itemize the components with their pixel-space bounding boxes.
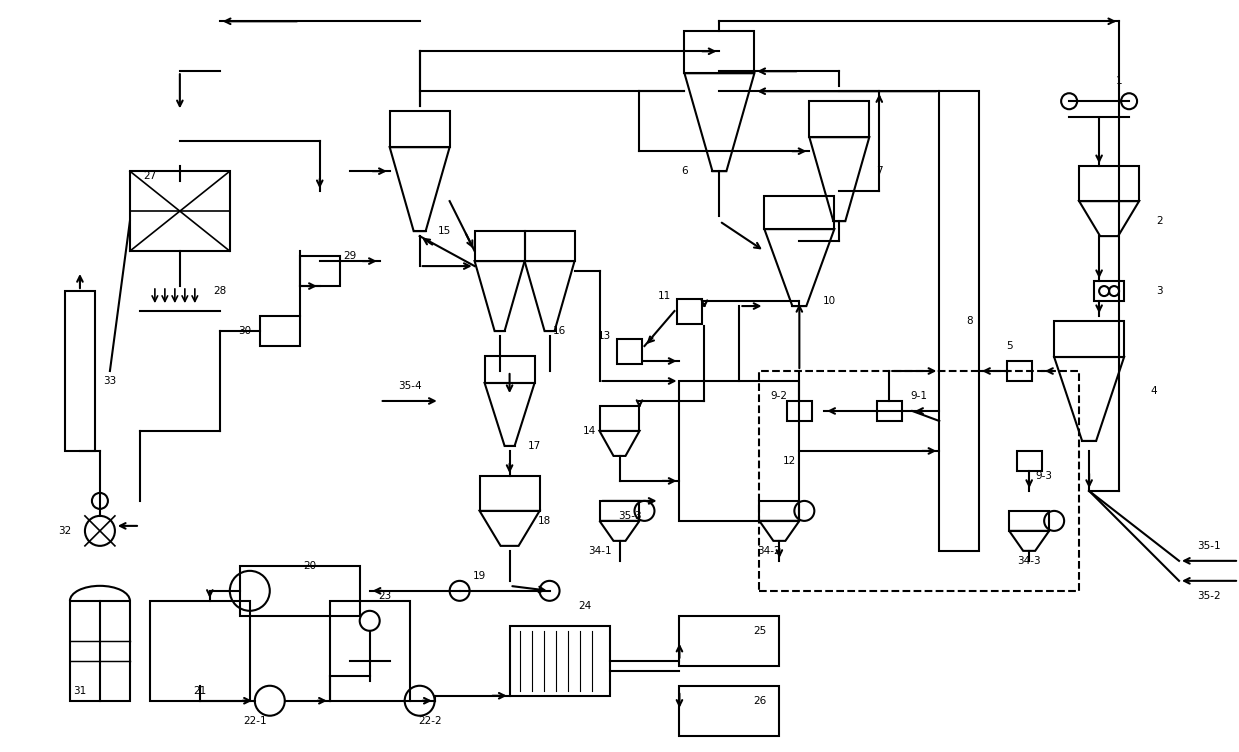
Text: 13: 13 [598, 331, 611, 341]
Text: 7: 7 [876, 166, 882, 176]
Bar [809, 102, 870, 137]
Text: 25: 25 [753, 626, 766, 635]
Text: 22-2: 22-2 [418, 716, 441, 726]
Bar [524, 231, 575, 261]
Bar [1079, 166, 1139, 201]
Text: 3: 3 [1156, 286, 1162, 296]
Bar [760, 371, 1079, 591]
Text: 35-1: 35-1 [1197, 541, 1220, 551]
Text: 16: 16 [553, 326, 566, 336]
Text: 9-1: 9-1 [911, 391, 928, 401]
Bar [679, 686, 779, 735]
Bar [676, 299, 703, 323]
Text: 27: 27 [144, 171, 156, 181]
Text: 31: 31 [73, 686, 87, 696]
Bar [1054, 321, 1124, 357]
Text: 1: 1 [1116, 76, 1123, 86]
Bar [479, 476, 539, 511]
Text: 4: 4 [1151, 386, 1157, 396]
Bar [240, 566, 359, 616]
Text: 19: 19 [473, 571, 486, 581]
Text: 28: 28 [213, 286, 227, 296]
Text: 6: 6 [681, 166, 688, 176]
Text: 18: 18 [538, 516, 551, 526]
Bar [679, 616, 779, 666]
Bar [64, 291, 95, 451]
Bar [390, 111, 450, 147]
Text: 24: 24 [577, 601, 591, 611]
Text: 11: 11 [658, 291, 672, 301]
Text: 5: 5 [1006, 341, 1012, 351]
Bar [260, 316, 300, 346]
Text: 33: 33 [103, 376, 116, 386]
Text: 34-1: 34-1 [587, 546, 611, 556]
Text: 22-1: 22-1 [243, 716, 266, 726]
Text: 23: 23 [378, 591, 392, 601]
Bar [764, 196, 834, 229]
Bar [1010, 511, 1049, 531]
Text: 15: 15 [439, 226, 451, 236]
Text: 34-3: 34-3 [1017, 556, 1041, 566]
Bar [475, 231, 524, 261]
Bar [679, 381, 799, 521]
Text: 9-3: 9-3 [1036, 471, 1053, 481]
Bar [150, 601, 250, 701]
Bar [1017, 451, 1042, 471]
Bar [69, 601, 130, 701]
Text: 9-2: 9-2 [771, 391, 788, 401]
Text: 35-3: 35-3 [618, 511, 642, 521]
Text: 12: 12 [783, 456, 795, 466]
Bar [760, 501, 799, 521]
Text: 26: 26 [753, 696, 766, 705]
Text: 20: 20 [304, 561, 316, 571]
Text: 8: 8 [966, 316, 973, 326]
Bar [787, 401, 812, 421]
Bar [684, 32, 755, 73]
Text: 29: 29 [343, 251, 357, 261]
Bar [1094, 281, 1124, 301]
Bar [330, 601, 410, 701]
Bar [1006, 361, 1032, 381]
Text: 35-4: 35-4 [398, 381, 421, 391]
Text: 17: 17 [528, 441, 541, 451]
Text: 14: 14 [582, 426, 596, 436]
Bar [939, 91, 979, 551]
Bar [600, 501, 639, 521]
Text: 10: 10 [823, 296, 836, 306]
Text: 35-2: 35-2 [1197, 591, 1220, 601]
Text: 2: 2 [1156, 216, 1162, 226]
Text: 21: 21 [193, 686, 207, 696]
Bar [130, 171, 229, 251]
Bar [484, 356, 534, 383]
Text: 30: 30 [238, 326, 252, 336]
Bar [600, 406, 639, 431]
Bar [509, 626, 610, 696]
Text: 32: 32 [58, 526, 72, 536]
Text: 34-2: 34-2 [757, 546, 782, 556]
Bar [877, 401, 902, 421]
Bar [300, 256, 339, 286]
Bar [617, 338, 642, 363]
